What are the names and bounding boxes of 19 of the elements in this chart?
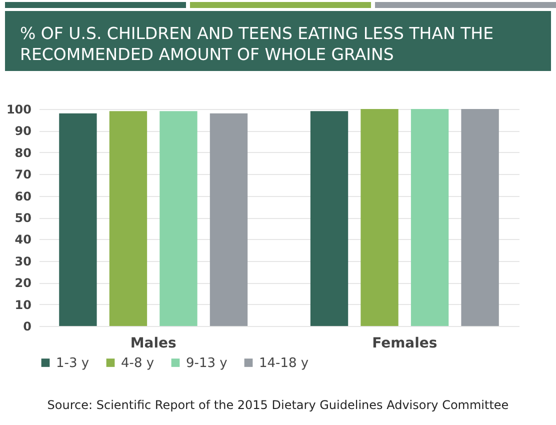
y-tick-label: 80 <box>14 146 32 160</box>
legend-label: 14-18 y <box>259 356 309 371</box>
source-note: Source: Scientific Report of the 2015 Dietary Guidelines Advisory Committee <box>46 398 510 412</box>
y-tick-label: 50 <box>14 211 32 225</box>
y-tick-label: 20 <box>14 276 32 290</box>
legend-label: 1-3 y <box>56 356 90 371</box>
y-tick-label: 60 <box>14 189 32 204</box>
y-tick-label: 0 <box>23 320 32 334</box>
y-tick-label: 70 <box>14 168 32 182</box>
x-tick-label: Females <box>372 336 438 352</box>
legend-label: 4-8 y <box>121 356 154 371</box>
y-tick-label: 100 <box>6 102 32 116</box>
legend-label: 9-13 y <box>186 356 228 371</box>
chart-title: % OF U.S. CHILDREN AND TEENS EATING LESS THAN THE RECOMMENDED AMOUNT OF WHOLE GRAINS <box>5 11 551 71</box>
y-tick-label: 90 <box>14 124 32 138</box>
x-tick-label: Males <box>130 336 176 352</box>
y-tick-label: 40 <box>14 232 32 247</box>
y-tick-label: 10 <box>14 298 32 312</box>
y-tick-label: 30 <box>14 254 32 268</box>
